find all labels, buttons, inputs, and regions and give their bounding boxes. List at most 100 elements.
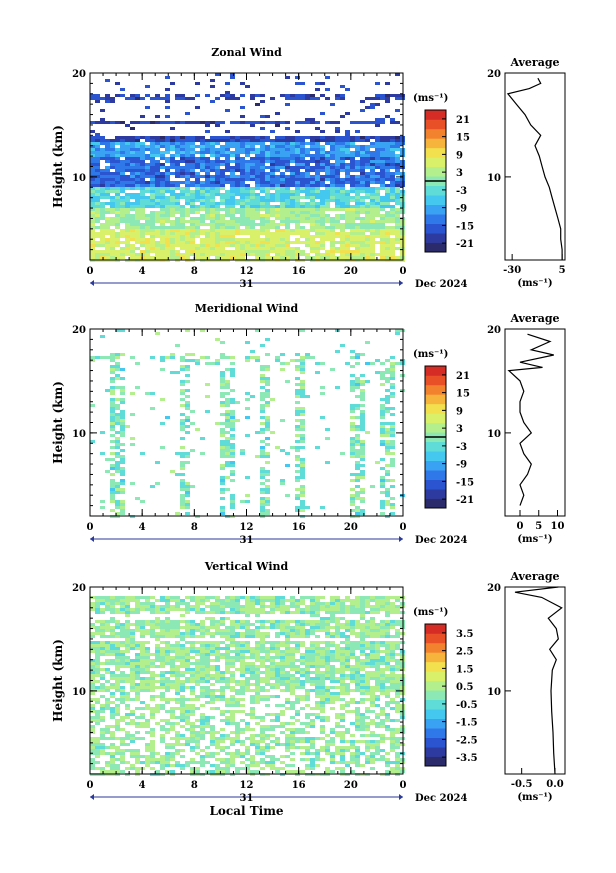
- heatmap-cell: [300, 235, 305, 238]
- heatmap-cell: [205, 181, 210, 184]
- heatmap-cell: [330, 232, 335, 235]
- heatmap-cell: [375, 223, 380, 226]
- heatmap-cell: [130, 737, 135, 740]
- heatmap-cell: [385, 196, 390, 199]
- heatmap-cell: [220, 686, 225, 689]
- heatmap-cell: [155, 482, 160, 485]
- heatmap-cell: [175, 181, 180, 184]
- heatmap-cell: [260, 365, 265, 368]
- heatmap-cell: [285, 199, 290, 202]
- heatmap-cell: [175, 656, 180, 659]
- heatmap-cell: [120, 184, 125, 187]
- heatmap-cell: [395, 163, 400, 166]
- heatmap-cell: [110, 677, 115, 680]
- heatmap-cell: [165, 115, 170, 118]
- heatmap-cell: [245, 416, 250, 419]
- heatmap-cell: [230, 731, 235, 734]
- heatmap-cell: [220, 653, 225, 656]
- heatmap-cell: [395, 329, 400, 332]
- heatmap-cell: [205, 746, 210, 749]
- heatmap-cell: [385, 115, 390, 118]
- heatmap-cell: [240, 668, 245, 671]
- heatmap-cell: [330, 157, 335, 160]
- heatmap-cell: [195, 208, 200, 211]
- heatmap-cell: [260, 166, 265, 169]
- heatmap-cell: [150, 157, 155, 160]
- heatmap-cell: [170, 356, 175, 359]
- heatmap-cell: [145, 166, 150, 169]
- heatmap-cell: [95, 205, 100, 208]
- heatmap-cell: [200, 238, 205, 241]
- heatmap-cell: [265, 425, 270, 428]
- heatmap-cell: [250, 232, 255, 235]
- heatmap-cell: [380, 238, 385, 241]
- heatmap-cell: [105, 701, 110, 704]
- heatmap-cell: [220, 674, 225, 677]
- heatmap-cell: [360, 139, 365, 142]
- heatmap-cell: [165, 356, 170, 359]
- heatmap-cell: [195, 671, 200, 674]
- heatmap-cell: [380, 407, 385, 410]
- heatmap-cell: [185, 154, 190, 157]
- heatmap-cell: [380, 512, 385, 515]
- heatmap-cell: [215, 758, 220, 761]
- heatmap-cell: [190, 142, 195, 145]
- heatmap-cell: [310, 142, 315, 145]
- heatmap-cell: [285, 142, 290, 145]
- heatmap-cell: [220, 220, 225, 223]
- heatmap-cell: [180, 500, 185, 503]
- heatmap-cell: [115, 440, 120, 443]
- heatmap-cell: [335, 169, 340, 172]
- heatmap-cell: [200, 184, 205, 187]
- heatmap-cell: [345, 181, 350, 184]
- heatmap-cell: [250, 220, 255, 223]
- heatmap-cell: [120, 425, 125, 428]
- heatmap-cell: [185, 719, 190, 722]
- heatmap-cell: [290, 178, 295, 181]
- heatmap-cell: [335, 97, 340, 100]
- heatmap-cell: [145, 220, 150, 223]
- heatmap-cell: [325, 202, 330, 205]
- heatmap-cell: [200, 256, 205, 259]
- heatmap-cell: [110, 371, 115, 374]
- heatmap-cell: [135, 629, 140, 632]
- heatmap-cell: [220, 620, 225, 623]
- heatmap-cell: [90, 605, 95, 608]
- heatmap-cell: [160, 398, 165, 401]
- heatmap-cell: [130, 223, 135, 226]
- heatmap-cell: [130, 121, 135, 124]
- heatmap-cell: [140, 232, 145, 235]
- heatmap-cell: [245, 238, 250, 241]
- heatmap-cell: [380, 94, 385, 97]
- heatmap-cell: [135, 716, 140, 719]
- heatmap-cell: [330, 199, 335, 202]
- heatmap-cell: [250, 350, 255, 353]
- heatmap-cell: [175, 250, 180, 253]
- heatmap-cell: [225, 175, 230, 178]
- heatmap-cell: [230, 172, 235, 175]
- heatmap-cell: [205, 199, 210, 202]
- heatmap-cell: [220, 356, 225, 359]
- heatmap-cell: [90, 767, 95, 770]
- heatmap-cell: [115, 608, 120, 611]
- colorbar-swatch: [425, 441, 446, 452]
- heatmap-cell: [195, 229, 200, 232]
- heatmap-cell: [330, 181, 335, 184]
- heatmap-cell: [215, 187, 220, 190]
- heatmap-cell: [120, 232, 125, 235]
- heatmap-cell: [150, 716, 155, 719]
- heatmap-cell: [205, 668, 210, 671]
- heatmap-cell: [385, 473, 390, 476]
- heatmap-cell: [205, 211, 210, 214]
- heatmap-cell: [130, 229, 135, 232]
- heatmap-cell: [115, 506, 120, 509]
- heatmap-cell: [375, 136, 380, 139]
- heatmap-cell: [110, 491, 115, 494]
- heatmap-cell: [375, 199, 380, 202]
- heatmap-cell: [160, 737, 165, 740]
- heatmap-cell: [305, 238, 310, 241]
- heatmap-cell: [130, 611, 135, 614]
- heatmap-cell: [165, 88, 170, 91]
- heatmap-cell: [125, 250, 130, 253]
- heatmap-cell: [155, 256, 160, 259]
